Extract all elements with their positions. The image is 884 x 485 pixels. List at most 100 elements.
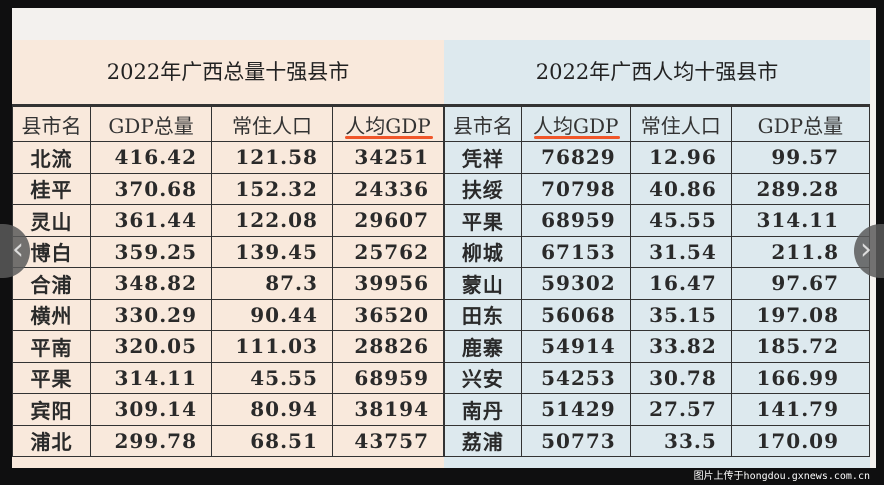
value-cell: 50773 bbox=[520, 424, 631, 457]
value-cell: 359.25 bbox=[90, 235, 212, 268]
county-name-cell: 柳城 bbox=[444, 235, 522, 268]
column-header-label: GDP总量 bbox=[757, 113, 844, 138]
value-cell: 361.44 bbox=[90, 204, 212, 237]
value-cell: 67153 bbox=[520, 235, 631, 268]
table-image: 2022年广西总量十强县市 县市名 GDP总量 常住人口 人均GDP 北流 416.42… bbox=[11, 8, 876, 468]
column-header: 人均GDP bbox=[520, 106, 631, 142]
left-table-title: 2022年广西总量十强县市 bbox=[12, 40, 444, 106]
value-cell: 87.3 bbox=[211, 267, 333, 300]
value-cell: 68959 bbox=[520, 204, 631, 237]
table-row: 平南 320.05 111.03 28826 bbox=[11, 330, 445, 363]
county-name-cell: 灵山 bbox=[11, 204, 92, 237]
value-cell: 35.15 bbox=[629, 298, 732, 331]
value-cell: 16.47 bbox=[629, 267, 732, 300]
value-cell: 141.79 bbox=[730, 393, 871, 426]
value-cell: 166.99 bbox=[730, 361, 871, 394]
value-cell: 111.03 bbox=[211, 330, 333, 363]
table-row: 荔浦 50773 33.5 170.09 bbox=[444, 424, 871, 457]
left-table: 县市名 GDP总量 常住人口 人均GDP 北流 416.42 121.58 34251 桂平 3… bbox=[11, 106, 445, 457]
value-cell: 28826 bbox=[331, 330, 445, 363]
value-cell: 45.55 bbox=[211, 361, 333, 394]
county-name-cell: 兴安 bbox=[444, 361, 522, 394]
watermark: 图片上传于hongdou.gxnews.com.cn bbox=[693, 471, 870, 482]
value-cell: 54253 bbox=[520, 361, 631, 394]
value-cell: 29607 bbox=[331, 204, 445, 237]
value-cell: 59302 bbox=[520, 267, 631, 300]
column-header: 常住人口 bbox=[629, 106, 732, 142]
value-cell: 320.05 bbox=[90, 330, 212, 363]
highlight-underline bbox=[344, 136, 433, 139]
column-header-label: GDP总量 bbox=[108, 113, 194, 138]
value-cell: 289.28 bbox=[730, 172, 871, 205]
table-row: 平果 68959 45.55 314.11 bbox=[444, 204, 871, 237]
value-cell: 185.72 bbox=[730, 330, 871, 363]
table-row: 横州 330.29 90.44 36520 bbox=[11, 298, 445, 331]
value-cell: 348.82 bbox=[90, 267, 212, 300]
table-row: 北流 416.42 121.58 34251 bbox=[11, 141, 445, 174]
table-row: 田东 56068 35.15 197.08 bbox=[444, 298, 871, 331]
value-cell: 24336 bbox=[331, 172, 445, 205]
county-name-cell: 北流 bbox=[11, 141, 92, 174]
value-cell: 139.45 bbox=[211, 235, 333, 268]
county-name-cell: 平南 bbox=[11, 330, 92, 363]
value-cell: 76829 bbox=[520, 141, 631, 174]
table-row: 蒙山 59302 16.47 97.67 bbox=[444, 267, 871, 300]
column-header-label: 县市名 bbox=[21, 113, 82, 138]
county-name-cell: 荔浦 bbox=[444, 424, 522, 457]
value-cell: 211.8 bbox=[730, 235, 871, 268]
table-row: 博白 359.25 139.45 25762 bbox=[11, 235, 445, 268]
county-name-cell: 宾阳 bbox=[11, 393, 92, 426]
county-name-cell: 桂平 bbox=[11, 172, 92, 205]
county-name-cell: 鹿寨 bbox=[444, 330, 522, 363]
column-header: 人均GDP bbox=[331, 106, 445, 142]
county-name-cell: 扶绥 bbox=[444, 172, 522, 205]
value-cell: 80.94 bbox=[211, 393, 333, 426]
value-cell: 314.11 bbox=[90, 361, 212, 394]
table-row: 南丹 51429 27.57 141.79 bbox=[444, 393, 871, 426]
table-row: 凭祥 76829 12.96 99.57 bbox=[444, 141, 871, 174]
value-cell: 122.08 bbox=[211, 204, 333, 237]
value-cell: 416.42 bbox=[90, 141, 212, 174]
column-header-label: 人均GDP bbox=[532, 113, 619, 138]
table-row: 平果 314.11 45.55 68959 bbox=[11, 361, 445, 394]
value-cell: 30.78 bbox=[629, 361, 732, 394]
value-cell: 170.09 bbox=[730, 424, 871, 457]
table-row: 浦北 299.78 68.51 43757 bbox=[11, 424, 445, 457]
value-cell: 31.54 bbox=[629, 235, 732, 268]
column-header-label: 县市名 bbox=[452, 113, 513, 138]
column-header-label: 常住人口 bbox=[231, 113, 312, 138]
column-header: GDP总量 bbox=[90, 106, 212, 142]
value-cell: 34251 bbox=[331, 141, 445, 174]
county-name-cell: 横州 bbox=[11, 298, 92, 331]
value-cell: 68.51 bbox=[211, 424, 333, 457]
value-cell: 121.58 bbox=[211, 141, 333, 174]
value-cell: 39956 bbox=[331, 267, 445, 300]
table-row: 柳城 67153 31.54 211.8 bbox=[444, 235, 871, 268]
value-cell: 330.29 bbox=[90, 298, 212, 331]
table-row: 鹿寨 54914 33.82 185.72 bbox=[444, 330, 871, 363]
value-cell: 45.55 bbox=[629, 204, 732, 237]
county-name-cell: 蒙山 bbox=[444, 267, 522, 300]
value-cell: 97.67 bbox=[730, 267, 871, 300]
county-name-cell: 田东 bbox=[444, 298, 522, 331]
value-cell: 152.32 bbox=[211, 172, 333, 205]
value-cell: 33.5 bbox=[629, 424, 732, 457]
table-row: 灵山 361.44 122.08 29607 bbox=[11, 204, 445, 237]
table-row: 合浦 348.82 87.3 39956 bbox=[11, 267, 445, 300]
value-cell: 309.14 bbox=[90, 393, 212, 426]
value-cell: 370.68 bbox=[90, 172, 212, 205]
column-header: 县市名 bbox=[11, 106, 92, 142]
value-cell: 68959 bbox=[331, 361, 445, 394]
column-header: 县市名 bbox=[444, 106, 522, 142]
value-cell: 299.78 bbox=[90, 424, 212, 457]
county-name-cell: 凭祥 bbox=[444, 141, 522, 174]
county-name-cell: 浦北 bbox=[11, 424, 92, 457]
column-header: 常住人口 bbox=[211, 106, 333, 142]
left-table-panel: 2022年广西总量十强县市 县市名 GDP总量 常住人口 人均GDP 北流 416.42… bbox=[11, 40, 445, 468]
column-header-label: 常住人口 bbox=[640, 113, 721, 138]
value-cell: 40.86 bbox=[629, 172, 732, 205]
table-row: 兴安 54253 30.78 166.99 bbox=[444, 361, 871, 394]
right-table-panel: 2022年广西人均十强县市 县市名 人均GDP 常住人口 GDP总量 凭祥 76829 1… bbox=[444, 40, 871, 468]
value-cell: 27.57 bbox=[629, 393, 732, 426]
value-cell: 36520 bbox=[331, 298, 445, 331]
